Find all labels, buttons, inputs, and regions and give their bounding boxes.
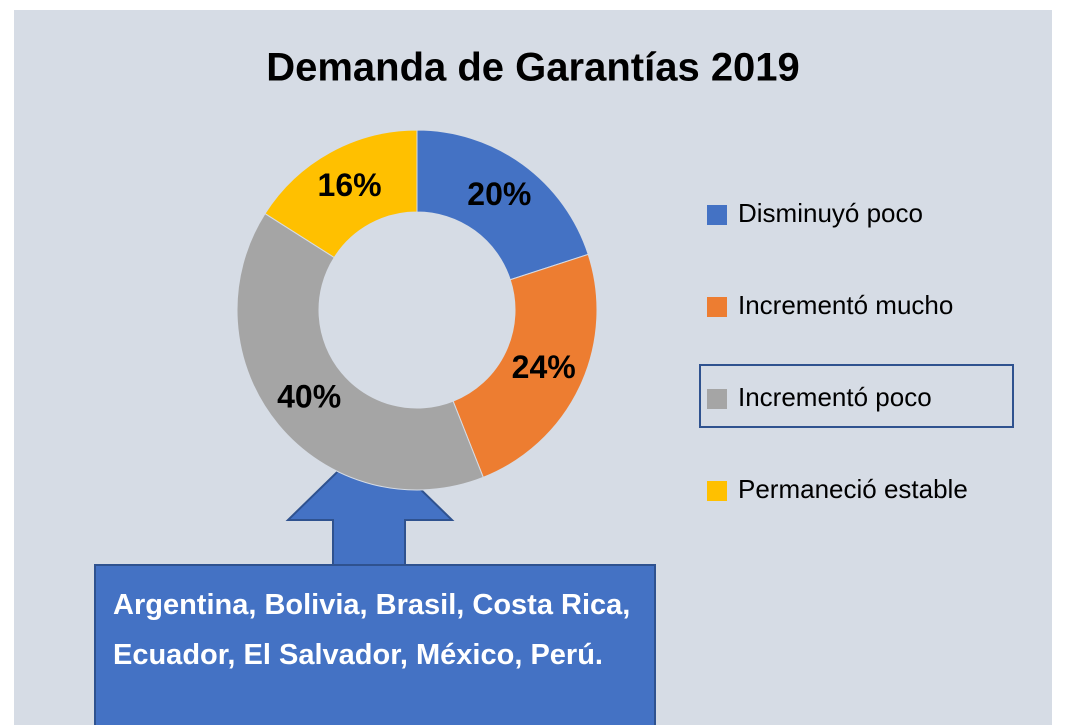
data-label: 20% bbox=[467, 176, 531, 212]
legend-label: Incrementó mucho bbox=[738, 290, 953, 320]
legend-label: Permaneció estable bbox=[738, 474, 968, 504]
legend-swatch bbox=[707, 205, 727, 225]
data-label: 16% bbox=[318, 167, 382, 203]
legend-label: Incrementó poco bbox=[738, 382, 932, 412]
legend-selection bbox=[699, 364, 1014, 428]
donut-slice bbox=[452, 253, 598, 479]
donut-slice bbox=[264, 129, 418, 259]
callout-box bbox=[94, 564, 656, 725]
data-label: 24% bbox=[512, 349, 576, 385]
legend-swatch bbox=[707, 389, 727, 409]
legend-swatch bbox=[707, 297, 727, 317]
callout-text: Argentina, Bolivia, Brasil, Costa Rica, … bbox=[113, 589, 631, 671]
data-label: 40% bbox=[277, 379, 341, 415]
donut-slice bbox=[416, 129, 589, 281]
legend-swatch bbox=[707, 481, 727, 501]
donut-slice bbox=[236, 212, 484, 491]
chart-title: Demanda de Garantías 2019 bbox=[266, 46, 800, 90]
legend-label: Disminuyó poco bbox=[738, 198, 923, 228]
